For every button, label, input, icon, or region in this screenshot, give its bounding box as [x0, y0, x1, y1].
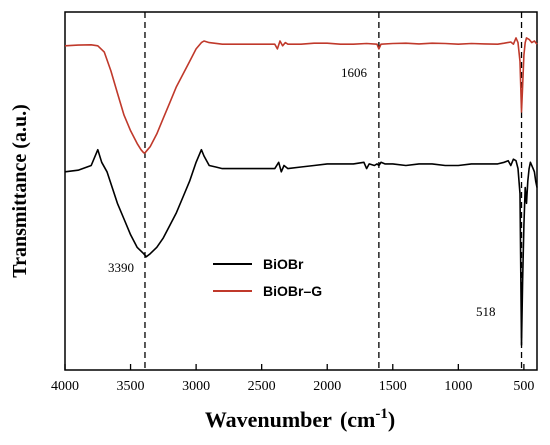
x-tick-label-3000: 3000 — [182, 379, 210, 394]
series-line-1 — [64, 37, 538, 154]
legend-label-biobr: BiOBr — [263, 256, 304, 272]
annotation-3390: 3390 — [108, 260, 134, 275]
dashed-reference-lines — [144, 12, 523, 370]
series-layer — [64, 37, 538, 346]
x-tick-label-2000: 2000 — [313, 379, 341, 394]
plot-frame — [64, 11, 538, 371]
x-tick-label-4000: 4000 — [51, 379, 79, 394]
x-tick-label-1000: 1000 — [444, 379, 472, 394]
y-axis-label: Transmittance (a.u.) — [9, 104, 31, 278]
x-axis-unit-exponent: -1 — [375, 406, 388, 422]
x-axis-unit-close: ) — [388, 407, 395, 432]
series-line-0 — [64, 148, 538, 346]
annotation-518: 518 — [476, 304, 496, 319]
legend: BiOBr BiOBr–G — [213, 256, 322, 299]
x-tick-label-2500: 2500 — [248, 379, 276, 394]
x-tick-label-1500: 1500 — [379, 379, 407, 394]
x-tick-label-500: 500 — [513, 379, 534, 394]
x-ticks: 4000 3500 3000 2500 2000 1500 1000 500 — [51, 364, 534, 394]
legend-label-biobr-g: BiOBr–G — [263, 283, 322, 299]
x-tick-label-3500: 3500 — [117, 379, 145, 394]
x-axis-label-main: Wavenumber — [205, 407, 332, 432]
x-axis-unit: (cm — [340, 407, 375, 432]
x-axis-label: Wavenumber (cm-1) — [205, 406, 395, 432]
annotation-1606: 1606 — [341, 65, 368, 80]
